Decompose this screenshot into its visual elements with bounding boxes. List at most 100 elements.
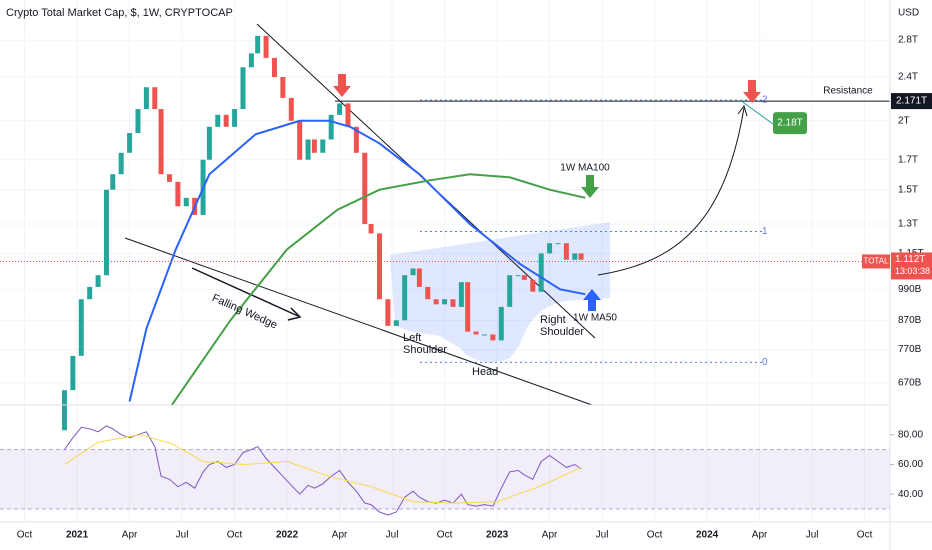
- candle-body: [385, 299, 391, 326]
- candle-body: [320, 139, 326, 153]
- candle-body: [248, 53, 254, 68]
- x-tick-label: Oct: [437, 530, 453, 541]
- candle-body: [368, 224, 374, 234]
- x-tick-label: 2023: [486, 530, 509, 541]
- candle-body: [288, 97, 294, 121]
- x-tick-label: Apr: [542, 530, 558, 541]
- candle-body: [311, 139, 317, 153]
- candle-body: [305, 139, 311, 160]
- candle-body: [328, 114, 334, 140]
- x-tick-label: Jul: [806, 530, 819, 541]
- countdown: 13:03:38: [895, 266, 930, 276]
- candle-body: [118, 152, 124, 175]
- candle-body: [416, 268, 422, 287]
- red-arrow: [743, 80, 761, 103]
- candle-body: [166, 174, 172, 182]
- candle-body: [110, 174, 116, 190]
- candle-body: [280, 77, 286, 98]
- y-tick-label: 1.5T: [898, 184, 918, 195]
- x-tick-label: 2024: [696, 530, 719, 541]
- ma-line: [128, 119, 586, 402]
- pattern-shade: [390, 222, 610, 363]
- y-tick-label: 770B: [898, 344, 922, 355]
- candle-body: [297, 120, 303, 160]
- candle-body: [563, 243, 569, 260]
- current-name: TOTAL: [863, 257, 889, 266]
- y-tick-label: 870B: [898, 315, 922, 326]
- x-tick-label: Oct: [647, 530, 663, 541]
- blue-arrow: [583, 289, 601, 311]
- fib-label: 1: [762, 226, 768, 237]
- target-tag: [773, 112, 807, 135]
- candle-body: [578, 253, 584, 260]
- candle-body: [490, 334, 496, 341]
- candle-body: [135, 109, 141, 134]
- x-tick-label: Oct: [227, 530, 243, 541]
- y-tick-label: 1.7T: [898, 154, 918, 165]
- candle-body: [232, 109, 238, 127]
- wedge-arrow-head: [287, 307, 302, 321]
- green-arrow: [581, 175, 599, 198]
- projection-arrow: [597, 107, 745, 276]
- projection-arrow-head: [737, 104, 748, 117]
- candle-body: [433, 299, 439, 305]
- candle-body: [450, 299, 456, 307]
- candle-body: [425, 286, 431, 300]
- overlay: Oct 2021 Apr Jul Oct 2022 Apr Jul Oct 2023 Apr Jul O…: [17, 35, 932, 541]
- candle-body: [175, 181, 181, 207]
- candle-body: [206, 126, 212, 160]
- candle-body: [538, 253, 544, 292]
- target-label: 2.18T: [777, 118, 803, 129]
- candle-body: [555, 243, 561, 245]
- candle-body: [103, 189, 109, 276]
- y-tick-label: 2.4T: [898, 72, 918, 83]
- y-tick-label: 1.3T: [898, 219, 918, 230]
- current-price-tag: [891, 252, 932, 280]
- candle-body: [410, 268, 416, 276]
- candle-body: [183, 197, 189, 207]
- x-tick-label: 2021: [66, 530, 89, 541]
- annotation: Right Shoulder: [540, 314, 585, 338]
- candle-body: [61, 390, 67, 431]
- candle-body: [87, 286, 93, 300]
- fib-label: 0: [762, 357, 768, 368]
- candle-body: [376, 233, 382, 300]
- candle-body: [507, 275, 513, 307]
- x-tick-label: Oct: [17, 530, 33, 541]
- plot: 0 1 2: [0, 35, 890, 516]
- y-tick-label: 2T: [898, 115, 910, 126]
- rsi-ma-line: [64, 434, 582, 504]
- x-tick-label: Oct: [857, 530, 873, 541]
- candle-body: [481, 334, 487, 336]
- wedge-arrow: [191, 267, 299, 317]
- y-tick-label: 2.8T: [898, 35, 918, 46]
- candle-body: [263, 35, 269, 58]
- resistance-tag: [891, 93, 932, 110]
- candle-body: [442, 299, 448, 305]
- candle-body: [158, 109, 164, 175]
- candle-body: [240, 67, 246, 110]
- ma-line: [170, 173, 586, 406]
- candle-body: [78, 299, 84, 356]
- rsi-tick-label: 40.00: [898, 489, 923, 500]
- chart-title: Crypto Total Market Cap, $, 1W, CRYPTOCA…: [6, 7, 233, 19]
- y-tick-label: 990B: [898, 284, 922, 295]
- candle-body: [572, 253, 578, 260]
- candle-body: [473, 331, 479, 335]
- x-tick-label: Apr: [122, 530, 138, 541]
- x-tick-label: Jul: [596, 530, 609, 541]
- candle-body: [465, 282, 471, 332]
- x-tick-label: Apr: [752, 530, 768, 541]
- rsi-band: [0, 449, 890, 510]
- candle-body: [458, 282, 464, 307]
- candle-body: [547, 243, 553, 254]
- x-tick-label: Apr: [332, 530, 348, 541]
- x-tick-label: Jul: [386, 530, 399, 541]
- fib-label: 2: [762, 95, 768, 106]
- x-tick-label: 2022: [276, 530, 299, 541]
- candle-body: [362, 152, 368, 225]
- ma-label: 1W MA100: [560, 163, 610, 174]
- rsi-tick-label: 80.00: [898, 429, 923, 440]
- candle-body: [353, 126, 359, 153]
